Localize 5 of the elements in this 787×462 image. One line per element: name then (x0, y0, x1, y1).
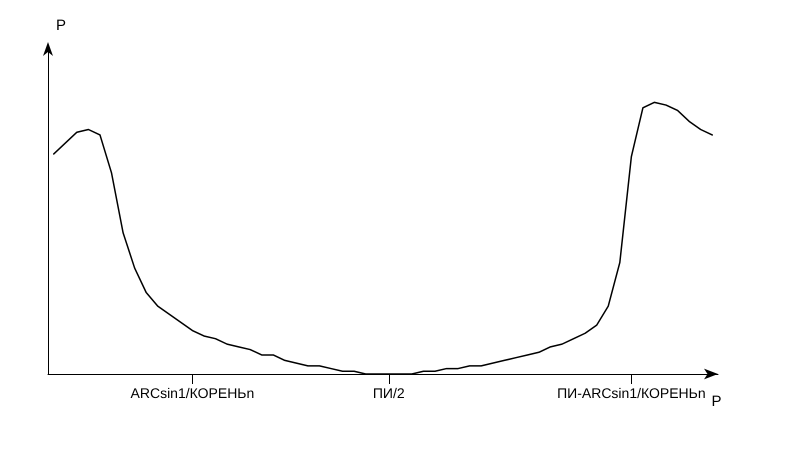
x-tick-label: ARCsin1/КОРЕНЬn (130, 385, 254, 401)
y-axis-title: P (56, 17, 66, 34)
x-axis-title: P (712, 393, 722, 410)
x-tick-label: ПИ/2 (372, 385, 405, 401)
x-tick-label: ПИ-ARCsin1/КОРЕНЬn (557, 385, 706, 401)
